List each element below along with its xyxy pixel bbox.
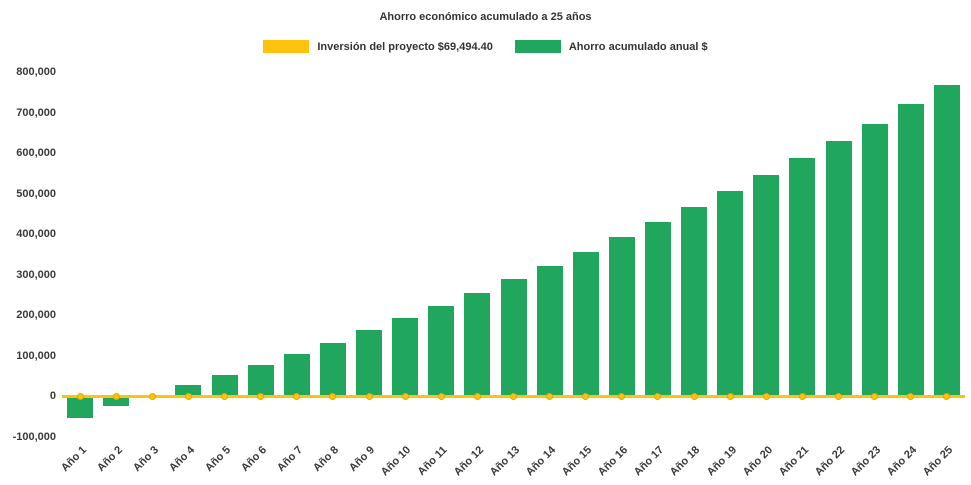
investment-line-marker: [798, 392, 806, 400]
bar-año-1: [67, 396, 94, 418]
investment-line-marker: [510, 392, 517, 400]
bar-año-13: [500, 279, 527, 397]
bar-año-22: [825, 140, 852, 397]
bar-año-18: [681, 207, 708, 397]
investment-line-marker: [762, 392, 770, 400]
legend-swatch-inversion: [263, 40, 310, 53]
legend-item-ahorro: Ahorro acumulado anual $: [514, 40, 708, 53]
bar-año-15: [572, 251, 599, 397]
plot-area: [62, 72, 965, 437]
y-axis: 800,000 700,000 600,000 500,000 400,000 300,0…: [0, 66, 56, 443]
x-tick-label: Año 8: [311, 444, 342, 475]
investment-line-marker: [293, 392, 301, 400]
x-tick-label: Año 19: [704, 444, 739, 479]
investment-line-marker: [907, 392, 915, 400]
legend-item-inversion: Inversión del proyecto $69,494.40: [263, 40, 493, 53]
legend-swatch-ahorro: [514, 40, 561, 53]
y-tick-label: 0: [49, 390, 56, 403]
investment-line-marker: [943, 392, 951, 400]
investment-line-marker: [473, 392, 481, 400]
y-tick-label: -100,000: [12, 431, 56, 443]
investment-line-marker: [835, 392, 843, 400]
investment-line-marker: [618, 392, 626, 400]
y-tick-label: 300,000: [16, 268, 56, 281]
investment-line-marker: [329, 392, 337, 400]
legend: Inversión del proyecto $69,494.40 Ahorro…: [0, 40, 971, 53]
x-tick-label: Año 14: [523, 444, 559, 479]
bar-año-23: [861, 123, 888, 397]
legend-label-ahorro: Ahorro acumulado anual $: [568, 40, 708, 53]
investment-line-marker: [546, 392, 554, 400]
x-tick-label: Año 3: [130, 444, 161, 475]
investment-line-marker: [871, 392, 879, 400]
investment-line-marker: [184, 392, 192, 400]
y-tick-label: 800,000: [16, 66, 56, 78]
investment-line-marker: [726, 392, 734, 400]
x-tick-label: Año 11: [415, 444, 450, 478]
x-tick-label: Año 25: [921, 444, 956, 479]
bar-año-14: [536, 265, 563, 397]
y-tick-label: 100,000: [16, 349, 56, 362]
investment-line-marker: [112, 392, 120, 400]
bar-año-10: [392, 318, 419, 397]
x-tick-label: Año 5: [202, 444, 234, 475]
investment-line-marker: [654, 392, 662, 400]
y-tick-label: 600,000: [16, 147, 56, 160]
x-axis: Año 1 Año 2 Año 3 Año 4 Año 5 Año 6 Año 7 Año 8…: [58, 437, 965, 485]
bar-año-6: [247, 364, 274, 397]
bar-año-17: [644, 222, 671, 397]
x-tick-label: Año 9: [347, 444, 378, 475]
bar-año-19: [717, 191, 744, 397]
bar-año-25: [933, 85, 960, 397]
bar-año-2: [103, 396, 130, 407]
investment-line-marker: [365, 392, 373, 400]
x-tick-label: Año 10: [379, 444, 414, 479]
y-tick-label: 500,000: [16, 187, 56, 200]
bar-año-20: [753, 175, 780, 397]
x-tick-label: Año 1: [58, 444, 89, 475]
investment-line-marker: [401, 392, 409, 400]
x-tick-label: Año 4: [166, 444, 197, 475]
investment-line-marker: [257, 392, 265, 400]
x-tick-label: Año 7: [275, 444, 306, 475]
x-tick-label: Año 16: [595, 444, 631, 479]
y-tick-label: 400,000: [16, 228, 56, 241]
x-tick-label: Año 23: [848, 444, 884, 479]
y-tick-label: 200,000: [16, 309, 56, 322]
legend-label-inversion: Inversión del proyecto $69,494.40: [317, 40, 493, 53]
investment-line-marker: [582, 392, 590, 400]
y-tick-label: 700,000: [16, 106, 56, 119]
investment-line-marker: [76, 392, 84, 400]
investment-line-marker: [690, 392, 698, 400]
bar-año-9: [356, 330, 383, 397]
x-tick-label: Año 15: [559, 444, 595, 479]
x-tick-label: Año 6: [239, 444, 270, 475]
bar-año-7: [283, 353, 310, 397]
bar-año-5: [211, 375, 238, 397]
x-tick-label: Año 21: [776, 444, 811, 479]
x-tick-label: Año 18: [668, 444, 703, 479]
x-tick-label: Año 12: [451, 444, 486, 479]
bar-año-8: [319, 342, 346, 397]
bar-año-16: [608, 237, 635, 397]
bar-año-21: [789, 158, 816, 397]
x-tick-label: Año 17: [632, 444, 667, 479]
x-tick-label: Año 13: [487, 444, 522, 479]
bar-año-12: [464, 292, 491, 397]
investment-line-marker: [221, 392, 229, 400]
bar-año-11: [428, 305, 455, 397]
chart-title: Ahorro económico acumulado a 25 años: [379, 11, 592, 23]
investment-line-marker: [148, 392, 156, 400]
investment-line-marker: [437, 392, 445, 400]
bar-año-4: [175, 385, 202, 397]
x-tick-label: Año 24: [884, 444, 920, 479]
x-tick-label: Año 20: [740, 444, 775, 479]
bar-año-24: [897, 104, 924, 397]
x-tick-label: Año 2: [94, 444, 125, 475]
x-tick-label: Año 22: [812, 444, 848, 479]
